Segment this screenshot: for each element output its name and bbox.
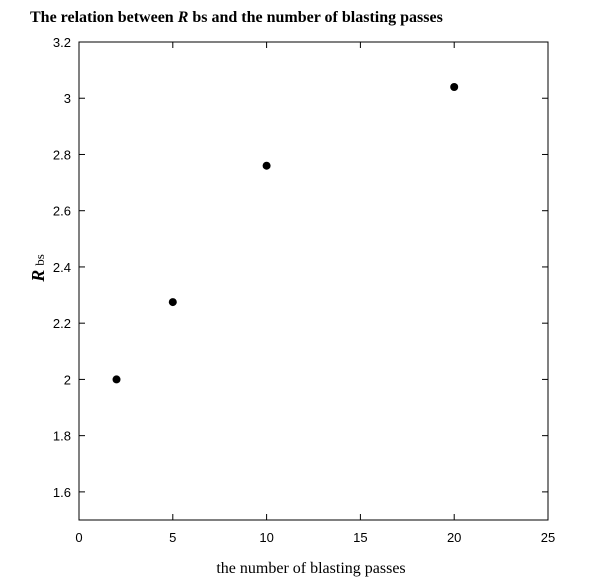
title-prefix: The relation between [30,9,178,26]
y-tick-label: 2.6 [53,204,71,219]
x-tick-label: 20 [447,530,461,545]
y-tick-label: 1.8 [53,429,71,444]
y-tick-label: 3 [64,91,71,106]
y-tick-label: 2 [64,372,71,387]
x-axis-title: the number of blasting passes [216,560,405,577]
data-point [112,375,121,384]
y-tick-label: 2.4 [53,260,71,275]
y-axis: 1.6 1.8 2 2.2 2.4 2.6 2.8 3 3.2 [53,35,548,500]
y-tick-label: 3.2 [53,35,71,50]
x-tick-label: 15 [353,530,367,545]
y-axis-title-subscript: bs [32,254,47,266]
data-point [450,82,459,91]
y-axis-title-symbol: R [28,270,48,283]
x-tick-label: 0 [75,530,82,545]
y-tick-label: 2.8 [53,147,71,162]
title-suffix: bs and the number of blasting passes [188,9,443,26]
x-axis: 0 5 10 15 20 25 [75,42,555,545]
plot-frame [78,41,549,521]
data-series [112,82,459,384]
y-tick-label: 1.6 [53,485,71,500]
title-symbol: R [177,9,189,26]
y-tick-label: 2.2 [53,316,71,331]
data-point [168,298,177,307]
chart-title: The relation between R bs and the number… [30,9,443,27]
x-tick-label: 10 [259,530,273,545]
data-point [262,161,271,170]
axes-frame [78,41,549,521]
x-tick-label: 5 [169,530,176,545]
x-tick-label: 25 [541,530,555,545]
y-axis-title: Rbs [28,254,48,283]
